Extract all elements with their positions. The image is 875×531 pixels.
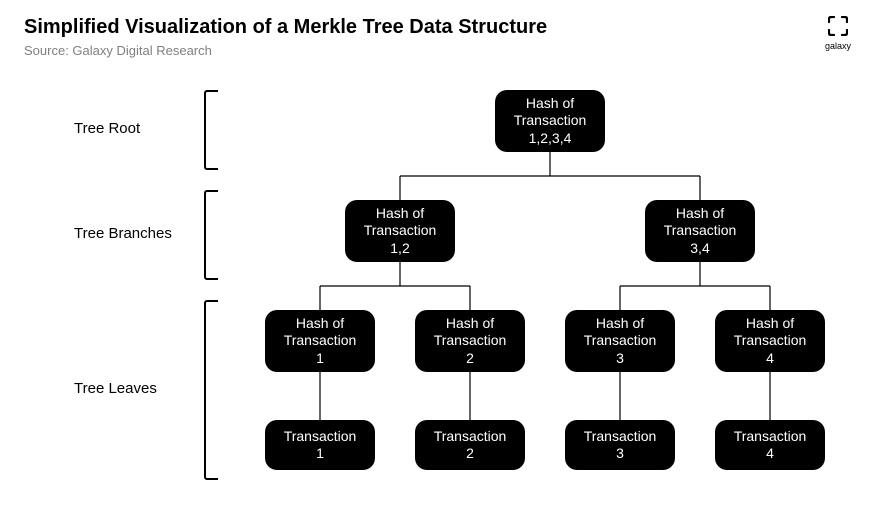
tree-node-text: Hash of	[376, 205, 424, 223]
side-label-root: Tree Root	[74, 120, 140, 137]
tree-node-text: 2	[466, 445, 474, 463]
tree-node-text: 3	[616, 350, 624, 368]
tree-node-text: Hash of	[596, 315, 644, 333]
tree-node-text: Transaction	[734, 428, 807, 446]
tree-node-text: 1,2	[390, 240, 409, 258]
tree-node-text: Transaction	[284, 428, 357, 446]
bracket-branches	[204, 190, 218, 280]
tree-node-text: Transaction	[284, 332, 357, 350]
galaxy-logo: galaxy	[825, 16, 851, 51]
tree-node-b34: Hash ofTransaction3,4	[645, 200, 755, 262]
tree-node-h4: Hash ofTransaction4	[715, 310, 825, 372]
tree-node-text: 3	[616, 445, 624, 463]
header: Simplified Visualization of a Merkle Tre…	[24, 16, 851, 58]
tree-node-h2: Hash ofTransaction2	[415, 310, 525, 372]
tree-node-text: 4	[766, 445, 774, 463]
page-title: Simplified Visualization of a Merkle Tre…	[24, 16, 851, 39]
galaxy-logo-icon	[828, 16, 848, 36]
tree-node-b12: Hash ofTransaction1,2	[345, 200, 455, 262]
side-labels: Tree Root Tree Branches Tree Leaves	[24, 90, 224, 521]
tree-node-text: Transaction	[584, 428, 657, 446]
side-label-branches: Tree Branches	[74, 225, 172, 242]
tree-node-text: Transaction	[364, 222, 437, 240]
tree-node-text: Hash of	[676, 205, 724, 223]
tree-node-text: Hash of	[526, 95, 574, 113]
tree-node-t1: Transaction1	[265, 420, 375, 470]
bracket-root	[204, 90, 218, 170]
side-label-leaves: Tree Leaves	[74, 380, 157, 397]
tree-node-text: 2	[466, 350, 474, 368]
tree-node-text: Transaction	[584, 332, 657, 350]
tree-node-text: 4	[766, 350, 774, 368]
tree-node-t3: Transaction3	[565, 420, 675, 470]
galaxy-logo-text: galaxy	[825, 41, 851, 51]
tree-node-t2: Transaction2	[415, 420, 525, 470]
tree-node-text: Hash of	[296, 315, 344, 333]
tree-node-text: 1,2,3,4	[529, 130, 572, 148]
tree-node-text: 1	[316, 350, 324, 368]
tree-node-text: Transaction	[434, 428, 507, 446]
source-text: Source: Galaxy Digital Research	[24, 43, 851, 58]
tree-node-text: 3,4	[690, 240, 709, 258]
tree-node-t4: Transaction4	[715, 420, 825, 470]
tree-node-text: Transaction	[514, 112, 587, 130]
tree-node-text: Transaction	[734, 332, 807, 350]
tree-node-text: 1	[316, 445, 324, 463]
tree-node-h3: Hash ofTransaction3	[565, 310, 675, 372]
tree-node-text: Transaction	[434, 332, 507, 350]
tree-container: Hash ofTransaction1,2,3,4Hash ofTransact…	[230, 90, 855, 521]
bracket-leaves	[204, 300, 218, 480]
merkle-tree-diagram: Tree Root Tree Branches Tree Leaves Hash o…	[0, 90, 875, 521]
tree-node-text: Hash of	[746, 315, 794, 333]
tree-node-text: Hash of	[446, 315, 494, 333]
tree-node-text: Transaction	[664, 222, 737, 240]
tree-node-h1: Hash ofTransaction1	[265, 310, 375, 372]
tree-node-root: Hash ofTransaction1,2,3,4	[495, 90, 605, 152]
